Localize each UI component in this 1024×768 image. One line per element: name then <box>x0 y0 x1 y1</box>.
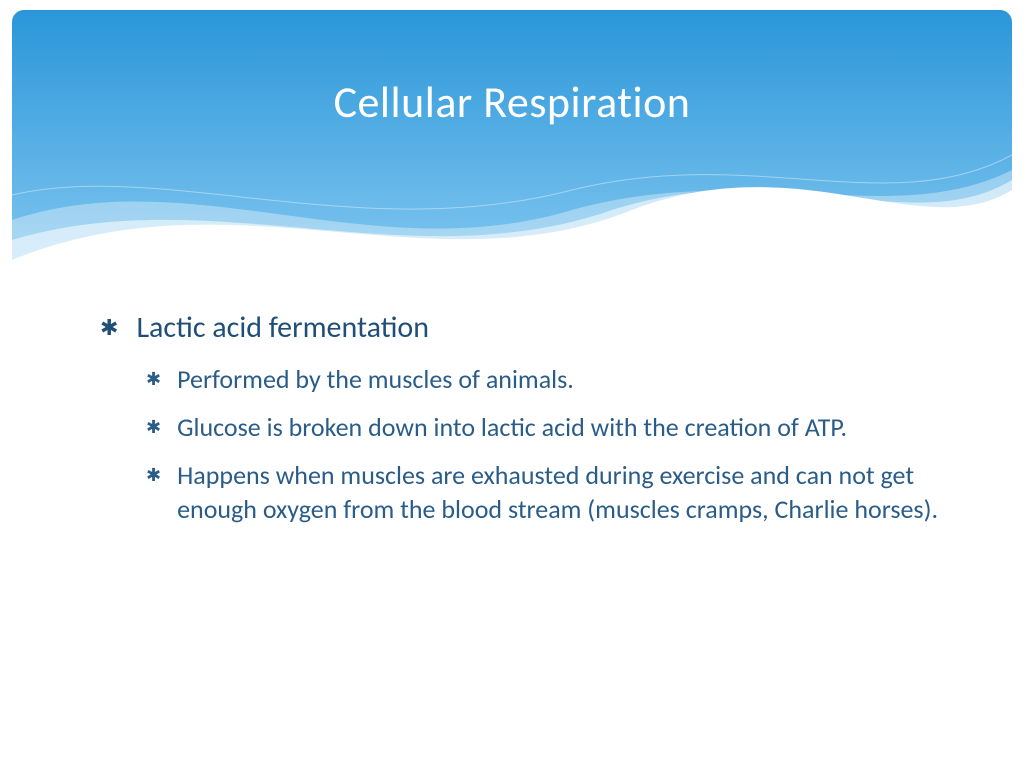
bullet-level2: ✱ Glucose is broken down into lactic aci… <box>146 410 944 444</box>
asterisk-icon: ✱ <box>146 362 161 396</box>
slide: Cellular Respiration ✱ Lactic acid ferme… <box>0 0 1024 768</box>
bullet-level2: ✱ Happens when muscles are exhausted dur… <box>146 458 944 526</box>
wave-background <box>12 10 1012 260</box>
slide-title: Cellular Respiration <box>0 75 1024 129</box>
asterisk-icon: ✱ <box>100 310 118 346</box>
bullet-l2-text: Performed by the muscles of animals. <box>177 362 574 396</box>
title-banner <box>12 10 1012 260</box>
slide-body: ✱ Lactic acid fermentation ✱ Performed b… <box>100 310 944 540</box>
bullet-level1: ✱ Lactic acid fermentation <box>100 310 944 346</box>
bullet-l1-text: Lactic acid fermentation <box>136 310 429 346</box>
bullet-l2-text: Glucose is broken down into lactic acid … <box>177 410 847 444</box>
bullet-l2-text: Happens when muscles are exhausted durin… <box>177 458 944 526</box>
asterisk-icon: ✱ <box>146 458 161 492</box>
asterisk-icon: ✱ <box>146 410 161 444</box>
bullet-level2: ✱ Performed by the muscles of animals. <box>146 362 944 396</box>
